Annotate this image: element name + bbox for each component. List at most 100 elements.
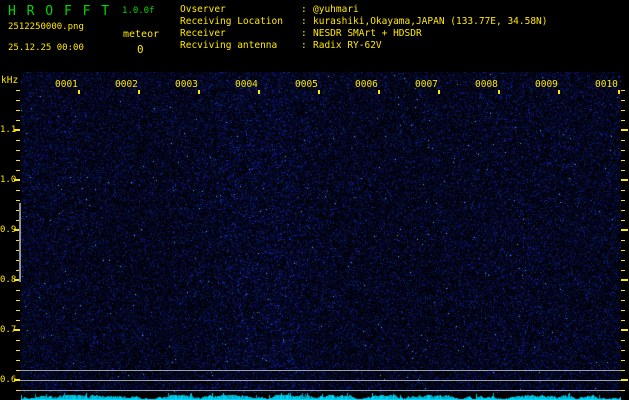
tick-mark [16, 90, 20, 91]
tick-mark [16, 160, 20, 161]
tick-mark [16, 390, 20, 391]
info-label: Ovserver [180, 4, 226, 15]
tick-mark [621, 320, 625, 321]
time-tick-label: 0001 [55, 79, 78, 90]
tick-mark [621, 150, 625, 151]
tick-mark [621, 340, 625, 341]
info-label: Recviving antenna [180, 40, 278, 51]
freq-tick-label: 0.9 [0, 225, 17, 235]
info-colon: : [301, 4, 307, 15]
tick-mark [621, 120, 625, 121]
tick-mark [621, 310, 625, 311]
time-tick-label: 0003 [175, 79, 198, 90]
tick-mark [621, 140, 625, 141]
tick-mark [621, 110, 625, 111]
tick-mark [16, 150, 20, 151]
carrier-line [16, 380, 621, 381]
carrier-line [16, 370, 621, 371]
time-tick-label: 0007 [415, 79, 438, 90]
tick-mark [16, 250, 20, 251]
tick-mark [16, 320, 20, 321]
time-tick-label: 0005 [295, 79, 318, 90]
info-row-antenna: Recviving antenna : Radix RY-62V [180, 40, 629, 52]
tick-mark [16, 120, 20, 121]
tick-mark [14, 279, 20, 281]
tick-mark [621, 379, 628, 381]
tick-mark [16, 170, 20, 171]
time-tick-label: 0002 [115, 79, 138, 90]
tick-mark [621, 200, 625, 201]
tick-mark [16, 360, 20, 361]
tick-mark [621, 160, 625, 161]
tick-mark [621, 260, 625, 261]
tick-mark [198, 90, 200, 94]
time-tick-label: 0008 [475, 79, 498, 90]
tick-mark [621, 279, 628, 281]
tick-mark [16, 340, 20, 341]
tick-mark [498, 90, 500, 94]
tick-mark [258, 90, 260, 94]
tick-mark [621, 350, 625, 351]
meteor-counter-label: meteor [123, 29, 160, 40]
tick-mark [16, 190, 20, 191]
tick-mark [621, 179, 628, 181]
tick-mark [318, 90, 320, 94]
info-label: Receiving Location [180, 16, 283, 27]
meteor-counter-value: 0 [137, 43, 144, 56]
info-row-receiver: Receiver : NESDR SMArt + HDSDR [180, 28, 629, 40]
tick-mark [14, 329, 20, 331]
tick-mark [378, 90, 380, 94]
tick-mark [16, 110, 20, 111]
info-value: NESDR SMArt + HDSDR [313, 28, 422, 39]
freq-tick-label: 1.0 [0, 175, 17, 185]
tick-mark [621, 210, 625, 211]
output-filename: 2512250000.png [8, 22, 84, 32]
tick-mark [78, 90, 80, 94]
info-colon: : [301, 40, 307, 51]
tick-mark [621, 360, 625, 361]
tick-mark [16, 200, 20, 201]
tick-mark [14, 179, 20, 181]
freq-tick-label: 0.8 [0, 275, 17, 285]
amplitude-strip-canvas [21, 393, 621, 400]
tick-mark [16, 270, 20, 271]
info-row-observer: Ovserver : @yuhmari [180, 4, 629, 16]
spectrogram-noise-canvas [21, 72, 621, 393]
tick-mark [621, 290, 625, 291]
freq-tick-label: 1.1 [0, 125, 17, 135]
tick-mark [14, 379, 20, 381]
tick-mark [621, 250, 625, 251]
info-value: @yuhmari [313, 4, 359, 15]
tick-mark [621, 90, 625, 91]
tick-mark [618, 90, 620, 94]
info-value: Radix RY-62V [313, 40, 382, 51]
tick-mark [621, 300, 625, 301]
freq-tick-label: 0.7 [0, 325, 17, 335]
tick-mark [621, 170, 625, 171]
app-version: 1.0.0f [122, 6, 155, 16]
carrier-line [16, 390, 621, 391]
observation-datetime: 25.12.25 00:00 [8, 43, 84, 53]
time-tick-label: 0006 [355, 79, 378, 90]
tick-mark [621, 329, 628, 331]
time-tick-label: 0010 [595, 79, 618, 90]
tick-mark [621, 229, 628, 231]
meteor-band-marker-line [19, 203, 21, 282]
tick-mark [16, 350, 20, 351]
tick-mark [621, 129, 628, 131]
time-tick-label: 0009 [535, 79, 558, 90]
freq-axis-unit: kHz [1, 75, 19, 86]
tick-mark [138, 90, 140, 94]
tick-mark [16, 260, 20, 261]
info-value: kurashiki,Okayama,JAPAN (133.77E, 34.58N… [313, 16, 548, 27]
tick-mark [621, 270, 625, 271]
tick-mark [16, 240, 20, 241]
tick-mark [16, 220, 20, 221]
tick-mark [14, 229, 20, 231]
tick-mark [621, 370, 625, 371]
tick-mark [14, 129, 20, 131]
tick-mark [621, 240, 625, 241]
tick-mark [16, 300, 20, 301]
info-label: Receiver [180, 28, 226, 39]
